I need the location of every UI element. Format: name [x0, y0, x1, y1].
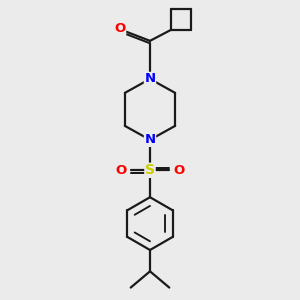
Text: N: N [144, 133, 156, 146]
Text: O: O [114, 22, 126, 35]
Text: O: O [174, 164, 185, 177]
Text: O: O [115, 164, 126, 177]
Text: S: S [145, 163, 155, 177]
Text: N: N [144, 72, 156, 86]
